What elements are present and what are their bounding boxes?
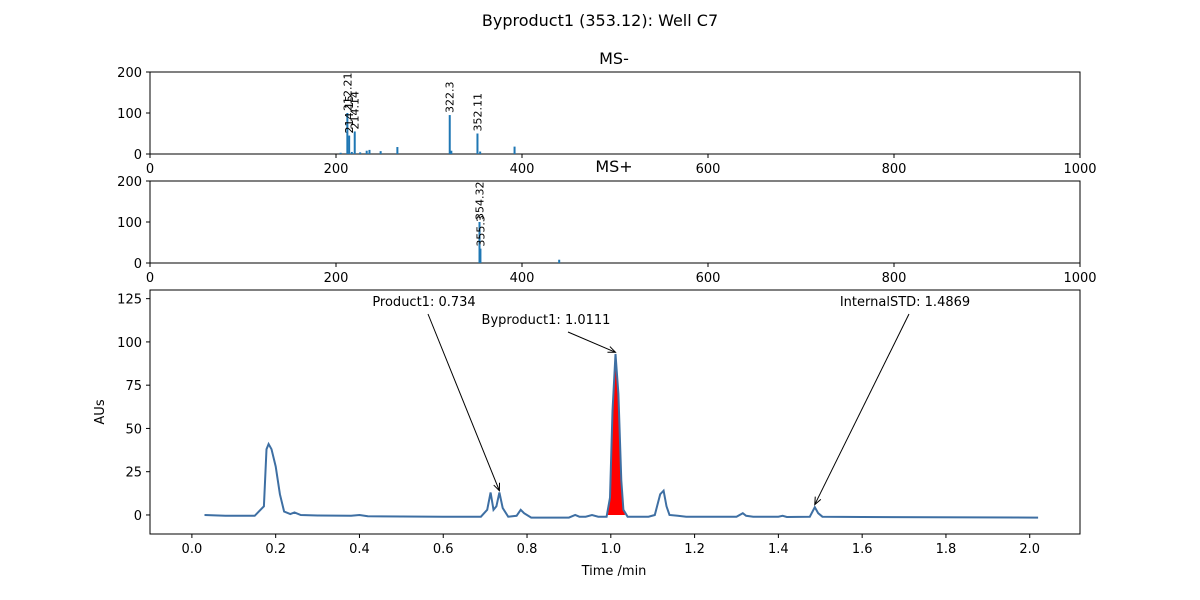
x-tick-label: 1.6 [852, 542, 873, 557]
x-tick-label: 1.0 [600, 542, 621, 557]
x-tick-label: 800 [882, 271, 907, 286]
ms-bar [476, 133, 479, 154]
peak-label: 355.3 [474, 215, 487, 246]
ms-bar [350, 151, 353, 154]
annotation-arrow-line [567, 331, 616, 353]
y-tick-label: 100 [117, 107, 142, 122]
peak-label: 322.3 [444, 82, 457, 114]
ms-bar [346, 113, 349, 154]
y-tick-label: 0 [134, 509, 142, 524]
annotation-arrow-line [427, 313, 500, 491]
x-tick-label: 0 [146, 271, 154, 286]
x-tick-label: 200 [324, 271, 349, 286]
y-tick-label: 100 [117, 216, 142, 231]
ms-bar [353, 131, 356, 154]
annotation-arrowhead [493, 482, 501, 492]
x-tick-label: 1.2 [684, 542, 705, 557]
ms-bar [379, 151, 382, 154]
peak-label: 354.32 [474, 182, 487, 220]
figure-title: Byproduct1 (353.12): Well C7 [482, 11, 718, 30]
ms-bar [479, 248, 482, 263]
y-tick-label: 200 [117, 175, 142, 190]
ms-bar [448, 115, 451, 154]
x-tick-label: 1000 [1063, 162, 1096, 177]
peak-label: 214.14 [349, 91, 362, 130]
x-tick-label: 0.8 [517, 542, 538, 557]
ms-plus-axes: 0 200 400 600 800 1000 0 100 200 [117, 175, 1096, 286]
ms-minus-axes: 0 200 400 600 800 1000 0 100 200 [117, 66, 1096, 177]
ms-minus-panel: MS- 0 200 400 600 800 1000 0 100 200 212.21214.1… [117, 49, 1096, 177]
x-tick-label: 2.0 [1019, 542, 1040, 557]
x-tick-label: 0.2 [265, 542, 286, 557]
y-tick-label: 100 [117, 336, 142, 351]
ms-minus-bars [339, 113, 516, 154]
annotation-label: InternalSTD: 1.4869 [840, 295, 970, 310]
chromatogram-xlabel: Time /min [581, 564, 647, 579]
x-tick-label: 1.4 [768, 542, 789, 557]
x-tick-label: 400 [510, 162, 535, 177]
y-tick-label: 125 [117, 293, 142, 308]
x-tick-label: 0.0 [182, 542, 203, 557]
chromatogram-axes: 0.0 0.2 0.4 0.6 0.8 1.0 1.2 1.4 1.6 1.8 2.0 0 25 50 75… [117, 293, 1040, 557]
y-tick-label: 0 [134, 257, 142, 272]
x-tick-label: 1000 [1063, 271, 1096, 286]
x-tick-label: 800 [882, 162, 907, 177]
peak-label: 212.21 [341, 73, 354, 112]
y-tick-label: 0 [134, 148, 142, 163]
annotation-arrowhead [607, 346, 617, 353]
x-tick-label: 0 [146, 162, 154, 177]
ms-minus-frame [149, 71, 1081, 155]
y-tick-label: 50 [125, 422, 142, 437]
annotation-label: Byproduct1: 1.0111 [482, 313, 611, 328]
x-tick-label: 1.8 [936, 542, 957, 557]
peak-label: 214.15 [343, 95, 356, 134]
ms-bar [359, 152, 362, 154]
y-tick-label: 75 [125, 379, 142, 394]
ms-bar [450, 150, 453, 154]
chromatogram-frame [149, 289, 1081, 535]
y-tick-label: 25 [125, 466, 142, 481]
ms-plus-bars [478, 222, 561, 263]
x-tick-label: 200 [324, 162, 349, 177]
chromatogram-series [204, 353, 1039, 519]
ms-bar [558, 259, 561, 263]
chromatogram-line [204, 353, 1039, 519]
peak-label: 352.11 [471, 93, 484, 131]
chromatogram-panel: 0.0 0.2 0.4 0.6 0.8 1.0 1.2 1.4 1.6 1.8 2.0 0 25 50 75… [93, 289, 1081, 579]
ms-bar [365, 150, 368, 154]
ms-plus-title: MS+ [595, 157, 632, 176]
ms-bar [513, 146, 516, 154]
x-tick-label: 0.6 [433, 542, 454, 557]
ms-bar [348, 135, 351, 154]
annotation-arrowhead [814, 496, 822, 506]
x-tick-label: 600 [696, 162, 721, 177]
y-tick-label: 200 [117, 66, 142, 81]
ms-bar [339, 152, 342, 154]
annotation-label: Product1: 0.734 [372, 295, 475, 310]
ms-bar [478, 222, 481, 263]
ms-minus-title: MS- [599, 49, 629, 68]
ms-plus-frame [149, 180, 1081, 264]
ms-bar [396, 147, 399, 154]
x-tick-label: 400 [510, 271, 535, 286]
chromatogram-annotations: Product1: 0.734 Byproduct1: 1.0111 Interna… [372, 295, 970, 506]
chromatogram-ylabel: AUs [93, 399, 108, 424]
x-tick-label: 600 [696, 271, 721, 286]
annotation-arrow-line [814, 313, 910, 505]
x-tick-label: 0.4 [349, 542, 370, 557]
ms-bar [479, 151, 482, 154]
ms-bar [368, 149, 371, 154]
